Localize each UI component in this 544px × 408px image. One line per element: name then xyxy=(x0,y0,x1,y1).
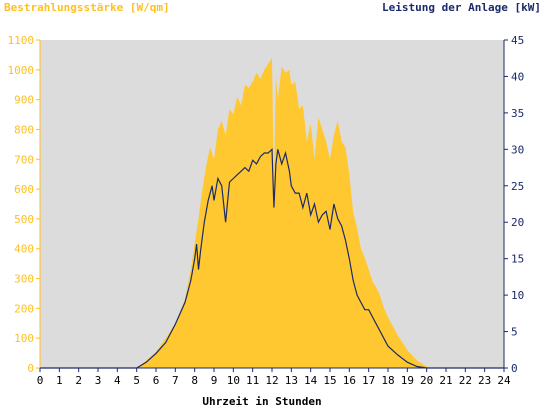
right-axis-title: Leistung der Anlage [kW] xyxy=(382,1,541,14)
x-tick-label: 12 xyxy=(265,374,278,387)
x-tick-label: 24 xyxy=(497,374,511,387)
x-tick-label: 20 xyxy=(420,374,433,387)
y-left-tick-label: 200 xyxy=(14,302,34,315)
x-tick-label: 7 xyxy=(172,374,179,387)
y-left-tick-label: 600 xyxy=(14,183,34,196)
x-tick-label: 9 xyxy=(211,374,218,387)
x-tick-label: 14 xyxy=(304,374,318,387)
y-left-tick-label: 500 xyxy=(14,213,34,226)
x-tick-label: 18 xyxy=(381,374,394,387)
x-axis-title: Uhrzeit in Stunden xyxy=(202,395,321,408)
x-tick-label: 6 xyxy=(153,374,160,387)
x-tick-label: 22 xyxy=(459,374,472,387)
x-tick-label: 19 xyxy=(401,374,414,387)
x-tick-label: 0 xyxy=(37,374,44,387)
y-right-tick-label: 10 xyxy=(511,289,524,302)
x-tick-label: 11 xyxy=(246,374,259,387)
y-left-tick-label: 400 xyxy=(14,243,34,256)
y-left-tick-label: 800 xyxy=(14,123,34,136)
y-right-tick-label: 45 xyxy=(511,34,524,47)
x-tick-label: 17 xyxy=(362,374,375,387)
x-tick-label: 8 xyxy=(191,374,198,387)
y-left-tick-label: 100 xyxy=(14,332,34,345)
x-tick-label: 5 xyxy=(133,374,140,387)
y-right-tick-label: 20 xyxy=(511,216,524,229)
x-tick-label: 21 xyxy=(439,374,452,387)
y-left-tick-label: 900 xyxy=(14,94,34,107)
y-right-tick-label: 5 xyxy=(511,326,518,339)
x-tick-label: 2 xyxy=(75,374,82,387)
y-left-tick-label: 1100 xyxy=(8,34,35,47)
x-tick-label: 16 xyxy=(343,374,356,387)
irradiance-area xyxy=(40,57,504,369)
y-right-tick-label: 35 xyxy=(511,107,524,120)
y-right-tick-label: 25 xyxy=(511,180,524,193)
y-right-tick-label: 0 xyxy=(511,362,518,375)
x-tick-label: 3 xyxy=(95,374,102,387)
y-right-tick-label: 40 xyxy=(511,70,524,83)
y-left-tick-label: 700 xyxy=(14,153,34,166)
left-axis-title: Bestrahlungsstärke [W/qm] xyxy=(4,1,170,14)
x-tick-label: 23 xyxy=(478,374,491,387)
x-tick-label: 10 xyxy=(227,374,240,387)
x-tick-label: 1 xyxy=(56,374,63,387)
power-line xyxy=(40,147,504,369)
y-right-tick-label: 15 xyxy=(511,253,524,266)
x-tick-label: 13 xyxy=(285,374,298,387)
x-tick-label: 15 xyxy=(323,374,336,387)
y-right-tick-label: 30 xyxy=(511,143,524,156)
x-tick-label: 4 xyxy=(114,374,121,387)
y-left-tick-label: 0 xyxy=(27,362,34,375)
y-left-tick-label: 1000 xyxy=(8,64,35,77)
y-left-tick-label: 300 xyxy=(14,273,34,286)
